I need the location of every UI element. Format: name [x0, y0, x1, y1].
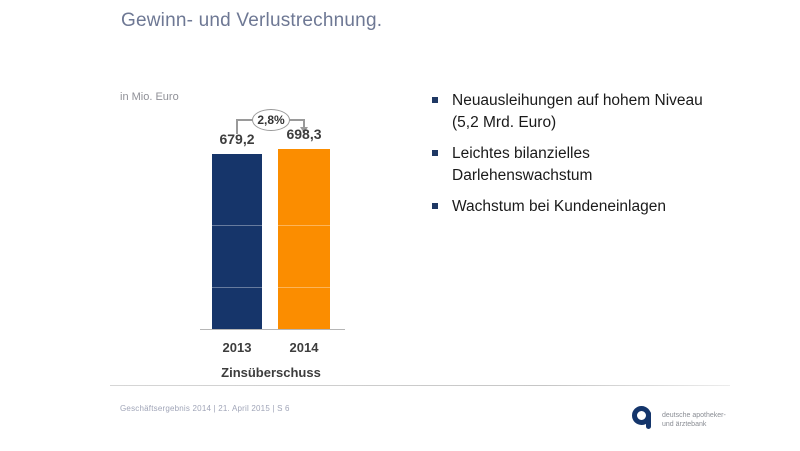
- bar-value-label-2014: 698,3: [286, 126, 322, 142]
- logo-text-line1: deutsche apotheker-: [662, 412, 726, 419]
- bullet-square-icon: [432, 97, 438, 103]
- logo-text: deutsche apotheker- und ärztebank: [662, 412, 726, 430]
- gridline: [206, 225, 336, 226]
- category-label-2013: 2013: [222, 340, 252, 355]
- annotation-bracket-right: [303, 119, 305, 127]
- company-logo: deutsche apotheker- und ärztebank: [632, 406, 726, 430]
- bar: [212, 154, 262, 330]
- bullet-square-icon: [432, 203, 438, 209]
- bullet-square-icon: [432, 150, 438, 156]
- bullet-line: (5,2 Mrd. Euro): [452, 114, 557, 131]
- x-axis-line: [200, 329, 345, 330]
- list-item: Leichtes bilanzielles Darlehenswachstum: [432, 143, 782, 187]
- apobank-a-icon: [632, 406, 654, 430]
- bullet-line: Neuausleihungen auf hohem Niveau: [452, 92, 703, 109]
- bullet-list: Neuausleihungen auf hohem Niveau (5,2 Mr…: [432, 90, 782, 227]
- list-item: Neuausleihungen auf hohem Niveau (5,2 Mr…: [432, 90, 782, 134]
- bullet-text: Wachstum bei Kundeneinlagen: [452, 196, 666, 218]
- chart-unit-label: in Mio. Euro: [120, 91, 179, 103]
- bar-value-label-2013: 679,2: [219, 131, 255, 147]
- bullet-text: Leichtes bilanzielles Darlehenswachstum: [452, 143, 592, 187]
- bullet-line: Leichtes bilanzielles: [452, 145, 590, 162]
- gridline: [206, 287, 336, 288]
- category-label-2014: 2014: [289, 340, 319, 355]
- footer-divider: [110, 385, 730, 386]
- change-value-label: 2,8%: [257, 113, 285, 127]
- bullet-text: Neuausleihungen auf hohem Niveau (5,2 Mr…: [452, 90, 703, 134]
- bullet-line: Darlehenswachstum: [452, 167, 593, 184]
- footer-text: Geschäftsergebnis 2014 | 21. April 2015 …: [120, 404, 290, 413]
- annotation-bracket-left: [236, 119, 238, 134]
- chart-axis-title: Zinsüberschuss: [221, 365, 321, 380]
- bullet-line: Wachstum bei Kundeneinlagen: [452, 198, 666, 215]
- change-badge: 2,8%: [252, 109, 290, 131]
- logo-stem-shape: [646, 411, 651, 429]
- arrow-down-icon: [300, 127, 308, 133]
- page-title: Gewinn- und Verlustrechnung.: [121, 10, 383, 31]
- bar: [278, 149, 330, 330]
- logo-text-line2: und ärztebank: [662, 420, 707, 428]
- list-item: Wachstum bei Kundeneinlagen: [432, 196, 782, 218]
